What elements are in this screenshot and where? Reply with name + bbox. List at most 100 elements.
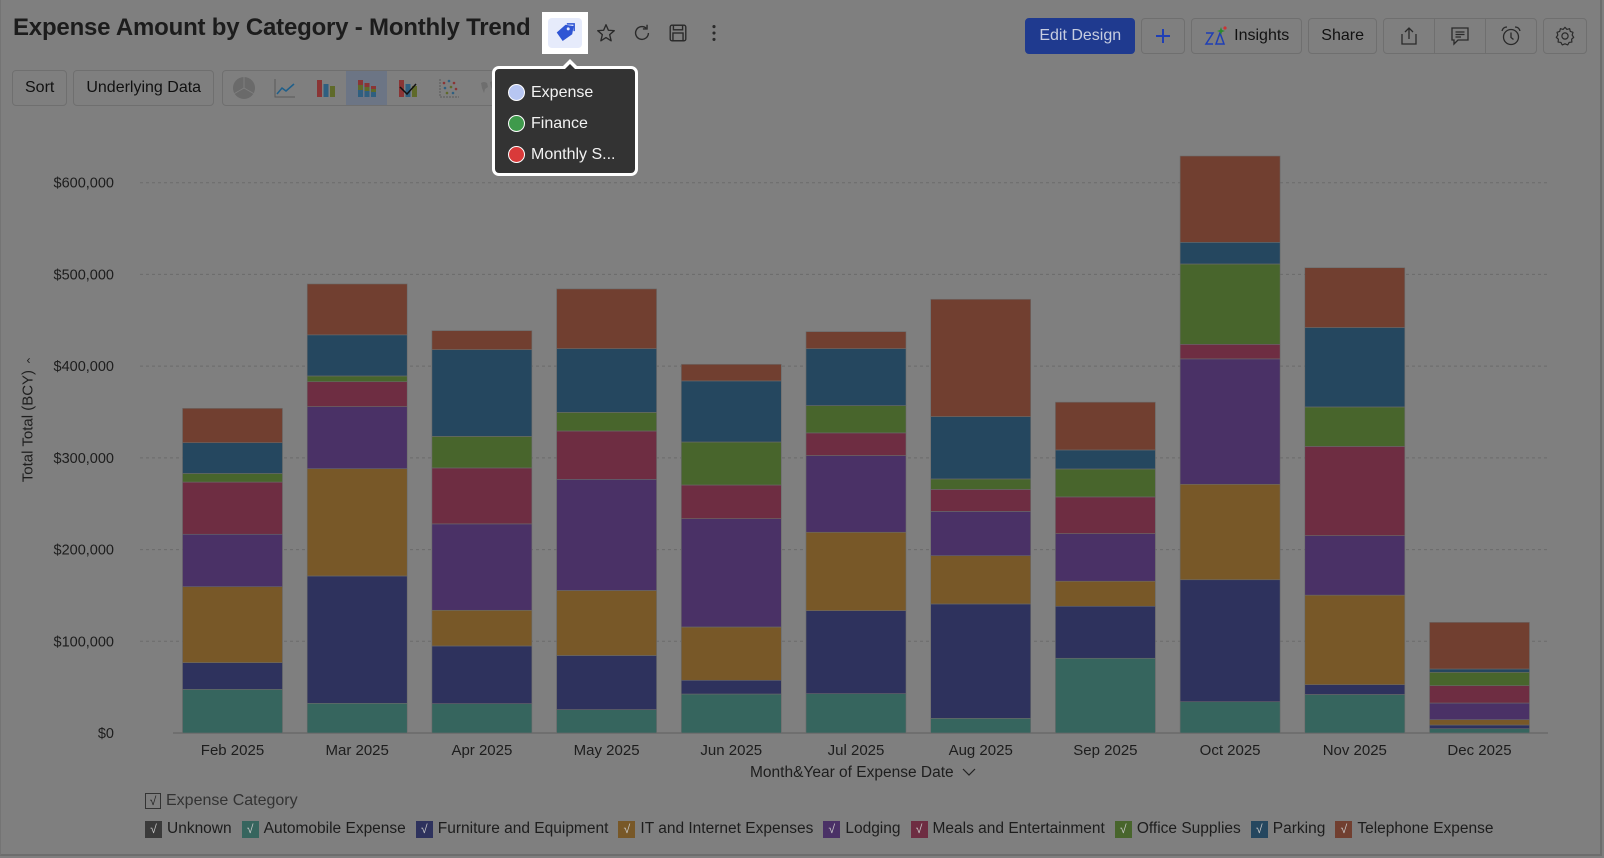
bar-segment[interactable] — [930, 603, 1032, 719]
settings-button[interactable] — [1543, 18, 1587, 54]
bar-segment[interactable] — [680, 441, 782, 486]
bar-segment[interactable] — [930, 511, 1032, 557]
legend-item[interactable]: √ Meals and Entertainment — [910, 820, 1105, 838]
bar-segment[interactable] — [1055, 401, 1156, 451]
bar-segment[interactable] — [1179, 701, 1281, 734]
bar-segment[interactable] — [1055, 657, 1156, 734]
bar-segment[interactable] — [1179, 155, 1281, 243]
comment-button[interactable] — [1435, 19, 1486, 53]
legend-item[interactable]: √ Parking — [1250, 820, 1325, 838]
more-options-button[interactable] — [696, 12, 732, 54]
bar-segment[interactable] — [1304, 694, 1406, 734]
bar-segment[interactable] — [1304, 327, 1406, 408]
bar-segment[interactable] — [182, 662, 283, 690]
bar-segment[interactable] — [1055, 449, 1156, 470]
bar-segment[interactable] — [431, 467, 533, 525]
bar-segment[interactable] — [556, 430, 657, 480]
bar-segment[interactable] — [805, 348, 907, 406]
bar-segment[interactable] — [930, 489, 1032, 512]
legend-item[interactable]: √ IT and Internet Expenses — [618, 820, 813, 838]
x-axis-title[interactable]: Month&Year of Expense Date — [750, 764, 976, 782]
legend-item[interactable]: √ Office Supplies — [1114, 820, 1241, 838]
bar-segment[interactable] — [182, 408, 283, 444]
bar-segment[interactable] — [306, 468, 408, 577]
bar-segment[interactable] — [431, 436, 533, 469]
bar-segment[interactable] — [556, 590, 657, 656]
bar-segment[interactable] — [1429, 685, 1530, 704]
chart-type-stacked-bar[interactable] — [346, 71, 388, 105]
bar-segment[interactable] — [1179, 358, 1281, 485]
bar-segment[interactable] — [306, 406, 408, 469]
bar-segment[interactable] — [1055, 496, 1156, 534]
bar-segment[interactable] — [1304, 446, 1406, 536]
insights-button[interactable]: Insights — [1191, 18, 1303, 54]
bar-segment[interactable] — [182, 442, 283, 474]
bar-segment[interactable] — [1429, 702, 1530, 721]
bar-segment[interactable] — [431, 703, 533, 734]
bar-segment[interactable] — [680, 679, 782, 695]
legend-item[interactable]: √ Telephone Expense — [1335, 820, 1494, 838]
bar-segment[interactable] — [182, 533, 283, 588]
tag-item-monthly[interactable]: Monthly S... — [508, 139, 635, 170]
bar-segment[interactable] — [805, 531, 907, 611]
edit-design-button[interactable]: Edit Design — [1025, 18, 1136, 54]
bar-segment[interactable] — [556, 655, 657, 710]
bar-segment[interactable] — [431, 523, 533, 611]
bar-segment[interactable] — [306, 283, 408, 336]
chart-type-combo[interactable] — [387, 71, 428, 105]
bar-segment[interactable] — [930, 298, 1032, 417]
bar-segment[interactable] — [1179, 344, 1281, 360]
save-button[interactable] — [660, 12, 696, 54]
bar-segment[interactable] — [680, 363, 782, 382]
bar-segment[interactable] — [1429, 668, 1530, 673]
bar-segment[interactable] — [680, 518, 782, 628]
bar-segment[interactable] — [306, 375, 408, 383]
bar-segment[interactable] — [556, 412, 657, 432]
bar-segment[interactable] — [1304, 684, 1406, 695]
legend-checkbox[interactable]: √ — [415, 820, 433, 838]
bar-segment[interactable] — [556, 479, 657, 591]
bar-segment[interactable] — [182, 481, 283, 535]
bar-segment[interactable] — [805, 693, 907, 734]
bar-segment[interactable] — [930, 718, 1032, 734]
legend-checkbox[interactable]: √ — [823, 820, 841, 838]
bar-segment[interactable] — [306, 381, 408, 407]
bar-segment[interactable] — [1179, 242, 1281, 265]
bar-segment[interactable] — [1304, 535, 1406, 596]
legend-item[interactable]: √ Furniture and Equipment — [415, 820, 608, 838]
bar-segment[interactable] — [306, 702, 408, 734]
legend-checkbox[interactable]: √ — [910, 820, 928, 838]
refresh-button[interactable] — [624, 12, 660, 54]
bar-segment[interactable] — [556, 348, 657, 413]
export-button[interactable] — [1384, 19, 1435, 53]
bar-segment[interactable] — [1179, 263, 1281, 345]
chart-type-scatter[interactable] — [428, 71, 469, 105]
bar-segment[interactable] — [805, 455, 907, 533]
bar-segment[interactable] — [1055, 468, 1156, 498]
bar-segment[interactable] — [930, 416, 1032, 480]
bar-segment[interactable] — [1429, 671, 1530, 686]
sort-button[interactable]: Sort — [12, 70, 68, 106]
bar-segment[interactable] — [1429, 719, 1530, 726]
legend-checkbox[interactable]: √ — [1250, 820, 1268, 838]
bar-segment[interactable] — [680, 693, 782, 734]
chart-type-pie[interactable] — [223, 71, 264, 105]
add-button[interactable] — [1141, 18, 1186, 54]
bar-segment[interactable] — [680, 626, 782, 681]
chart-type-line[interactable] — [264, 71, 305, 105]
bar-segment[interactable] — [930, 555, 1032, 605]
legend-checkbox[interactable]: √ — [618, 820, 636, 838]
y-axis-title[interactable]: Total Total (BCY) ‹ — [20, 353, 37, 482]
share-button[interactable]: Share — [1308, 18, 1377, 54]
bar-segment[interactable] — [182, 586, 283, 663]
legend-item[interactable]: √ Automobile Expense — [241, 820, 406, 838]
bar-segment[interactable] — [1179, 483, 1281, 581]
bar-segment[interactable] — [805, 432, 907, 456]
favorite-button[interactable] — [588, 12, 624, 54]
bar-segment[interactable] — [680, 380, 782, 443]
bar-segment[interactable] — [805, 331, 907, 349]
bar-segment[interactable] — [930, 478, 1032, 490]
bar-segment[interactable] — [306, 334, 408, 377]
bar-segment[interactable] — [1055, 533, 1156, 582]
chart-type-bar[interactable] — [305, 71, 346, 105]
